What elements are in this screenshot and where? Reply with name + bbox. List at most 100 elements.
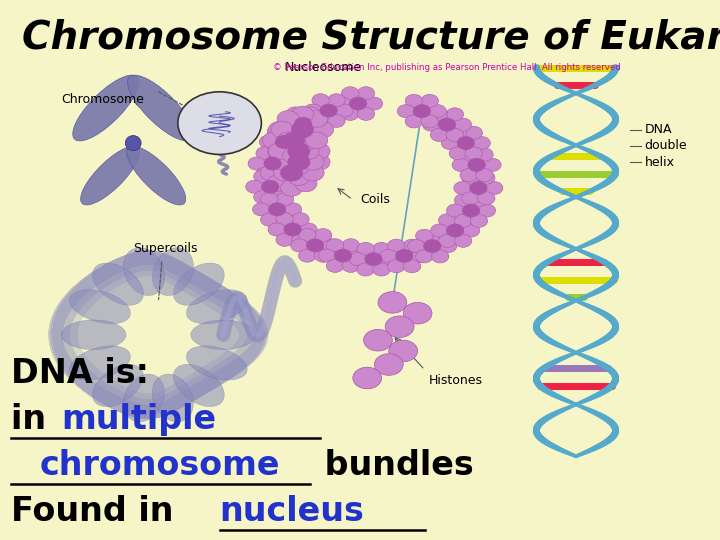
Circle shape	[405, 94, 423, 107]
Ellipse shape	[61, 320, 126, 350]
Circle shape	[283, 125, 300, 138]
Circle shape	[477, 192, 495, 205]
Circle shape	[457, 137, 474, 150]
Circle shape	[276, 213, 294, 226]
Circle shape	[308, 154, 330, 170]
Circle shape	[269, 191, 287, 204]
Circle shape	[441, 137, 459, 150]
Circle shape	[269, 203, 286, 216]
Circle shape	[462, 171, 480, 184]
Circle shape	[336, 104, 353, 117]
Circle shape	[288, 139, 310, 155]
Circle shape	[268, 154, 289, 170]
Circle shape	[266, 154, 289, 171]
Circle shape	[269, 143, 291, 159]
Circle shape	[283, 117, 305, 133]
Circle shape	[253, 203, 270, 216]
Circle shape	[292, 106, 313, 123]
Ellipse shape	[186, 289, 247, 323]
Circle shape	[271, 122, 293, 138]
Circle shape	[349, 97, 366, 110]
Circle shape	[387, 260, 405, 273]
Circle shape	[429, 105, 446, 118]
Circle shape	[357, 263, 374, 276]
Circle shape	[305, 132, 328, 148]
Circle shape	[415, 230, 433, 242]
Circle shape	[288, 143, 310, 159]
Circle shape	[267, 146, 284, 159]
Circle shape	[438, 118, 456, 131]
Text: Chromosome: Chromosome	[61, 93, 144, 106]
Circle shape	[373, 242, 390, 255]
Circle shape	[439, 240, 456, 253]
Circle shape	[353, 367, 382, 389]
Circle shape	[473, 137, 490, 150]
Circle shape	[397, 105, 415, 118]
Circle shape	[288, 158, 310, 174]
Circle shape	[408, 240, 425, 253]
Ellipse shape	[152, 374, 194, 422]
Circle shape	[301, 165, 323, 181]
Text: nucleus: nucleus	[220, 495, 364, 528]
Circle shape	[476, 168, 493, 181]
Ellipse shape	[93, 364, 143, 407]
Circle shape	[269, 170, 287, 183]
Text: Coils: Coils	[360, 193, 390, 206]
Text: Chromosome Structure of Eukaryotes: Chromosome Structure of Eukaryotes	[22, 19, 720, 57]
Circle shape	[291, 239, 308, 252]
Circle shape	[267, 125, 284, 138]
Circle shape	[287, 107, 304, 120]
Circle shape	[431, 129, 448, 141]
Circle shape	[411, 249, 428, 262]
Circle shape	[302, 164, 324, 181]
Circle shape	[446, 129, 464, 141]
Ellipse shape	[93, 263, 143, 305]
Circle shape	[291, 136, 308, 148]
Circle shape	[268, 223, 285, 236]
Circle shape	[178, 92, 261, 154]
Circle shape	[261, 193, 278, 206]
Circle shape	[308, 143, 330, 159]
Circle shape	[454, 234, 472, 247]
Circle shape	[302, 153, 324, 170]
Circle shape	[312, 94, 329, 107]
Circle shape	[294, 117, 312, 130]
Circle shape	[449, 147, 467, 160]
Circle shape	[468, 158, 485, 171]
Circle shape	[302, 107, 320, 120]
Circle shape	[378, 292, 407, 313]
Circle shape	[469, 181, 487, 194]
Circle shape	[288, 154, 310, 170]
Circle shape	[279, 157, 297, 170]
Circle shape	[446, 224, 464, 237]
Circle shape	[465, 147, 482, 160]
Text: multiple: multiple	[61, 403, 216, 436]
Circle shape	[320, 104, 337, 117]
Circle shape	[449, 126, 467, 139]
Circle shape	[454, 214, 472, 227]
Circle shape	[476, 148, 493, 161]
Circle shape	[305, 111, 328, 127]
Circle shape	[303, 132, 325, 149]
Circle shape	[302, 143, 324, 160]
Circle shape	[421, 115, 438, 128]
Circle shape	[477, 171, 495, 184]
Circle shape	[326, 259, 343, 272]
Circle shape	[288, 128, 310, 144]
Circle shape	[277, 180, 295, 193]
Circle shape	[315, 228, 332, 241]
Text: helix: helix	[644, 156, 675, 168]
Circle shape	[277, 132, 300, 148]
Circle shape	[318, 249, 336, 262]
Ellipse shape	[70, 346, 130, 380]
Circle shape	[261, 180, 279, 193]
Ellipse shape	[186, 346, 247, 380]
Circle shape	[350, 249, 367, 262]
Circle shape	[413, 105, 431, 118]
Circle shape	[277, 111, 300, 127]
Circle shape	[364, 329, 392, 351]
Text: double: double	[644, 139, 687, 152]
Circle shape	[387, 239, 405, 252]
Circle shape	[485, 181, 503, 194]
Circle shape	[274, 164, 296, 181]
